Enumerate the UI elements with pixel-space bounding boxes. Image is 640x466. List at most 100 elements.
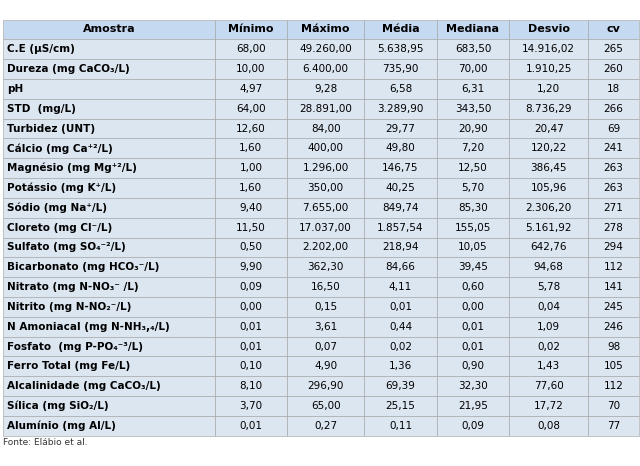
Text: 343,50: 343,50 xyxy=(455,104,491,114)
Text: Média: Média xyxy=(381,25,419,34)
FancyBboxPatch shape xyxy=(436,119,509,138)
Text: C.E (μS/cm): C.E (μS/cm) xyxy=(7,44,75,55)
FancyBboxPatch shape xyxy=(3,297,214,317)
Text: 294: 294 xyxy=(604,242,623,253)
Text: 1,60: 1,60 xyxy=(239,144,262,153)
FancyBboxPatch shape xyxy=(364,138,436,158)
FancyBboxPatch shape xyxy=(287,59,364,79)
FancyBboxPatch shape xyxy=(287,416,364,436)
Text: Fonte: Elábio et al.: Fonte: Elábio et al. xyxy=(3,438,88,447)
FancyBboxPatch shape xyxy=(3,376,214,396)
Text: 642,76: 642,76 xyxy=(531,242,567,253)
Text: 245: 245 xyxy=(604,302,623,312)
FancyBboxPatch shape xyxy=(509,40,588,59)
FancyBboxPatch shape xyxy=(436,40,509,59)
FancyBboxPatch shape xyxy=(588,277,639,297)
Text: 296,90: 296,90 xyxy=(307,381,344,391)
Text: 0,00: 0,00 xyxy=(461,302,484,312)
FancyBboxPatch shape xyxy=(214,297,287,317)
Text: 1,20: 1,20 xyxy=(537,84,561,94)
FancyBboxPatch shape xyxy=(287,178,364,198)
Text: 6.400,00: 6.400,00 xyxy=(303,64,349,74)
FancyBboxPatch shape xyxy=(214,218,287,238)
Text: 65,00: 65,00 xyxy=(311,401,340,411)
FancyBboxPatch shape xyxy=(436,356,509,376)
FancyBboxPatch shape xyxy=(3,277,214,297)
FancyBboxPatch shape xyxy=(509,396,588,416)
FancyBboxPatch shape xyxy=(214,99,287,119)
Text: 0,11: 0,11 xyxy=(389,421,412,431)
FancyBboxPatch shape xyxy=(214,119,287,138)
FancyBboxPatch shape xyxy=(509,119,588,138)
FancyBboxPatch shape xyxy=(287,40,364,59)
FancyBboxPatch shape xyxy=(436,138,509,158)
Text: N Amoniacal (mg N-NH₃,₄/L): N Amoniacal (mg N-NH₃,₄/L) xyxy=(7,322,170,332)
Text: 1.910,25: 1.910,25 xyxy=(525,64,572,74)
FancyBboxPatch shape xyxy=(588,198,639,218)
FancyBboxPatch shape xyxy=(3,336,214,356)
Text: 8.736,29: 8.736,29 xyxy=(525,104,572,114)
FancyBboxPatch shape xyxy=(588,99,639,119)
Text: 112: 112 xyxy=(604,381,623,391)
FancyBboxPatch shape xyxy=(436,297,509,317)
Text: 260: 260 xyxy=(604,64,623,74)
Text: 120,22: 120,22 xyxy=(531,144,567,153)
Text: 9,28: 9,28 xyxy=(314,84,337,94)
Text: 1,00: 1,00 xyxy=(239,163,262,173)
FancyBboxPatch shape xyxy=(436,158,509,178)
Text: Nitrato (mg N-NO₃⁻ /L): Nitrato (mg N-NO₃⁻ /L) xyxy=(7,282,139,292)
Text: 0,50: 0,50 xyxy=(239,242,262,253)
Text: 735,90: 735,90 xyxy=(382,64,419,74)
FancyBboxPatch shape xyxy=(364,396,436,416)
FancyBboxPatch shape xyxy=(364,59,436,79)
FancyBboxPatch shape xyxy=(214,277,287,297)
Text: 98: 98 xyxy=(607,342,620,351)
Text: 0,01: 0,01 xyxy=(239,421,262,431)
Text: 4,97: 4,97 xyxy=(239,84,262,94)
Text: 28.891,00: 28.891,00 xyxy=(300,104,352,114)
FancyBboxPatch shape xyxy=(364,317,436,336)
FancyBboxPatch shape xyxy=(509,336,588,356)
FancyBboxPatch shape xyxy=(214,317,287,336)
FancyBboxPatch shape xyxy=(214,257,287,277)
Text: 5.161,92: 5.161,92 xyxy=(525,223,572,233)
Text: Sílica (mg SiO₂/L): Sílica (mg SiO₂/L) xyxy=(7,401,109,411)
FancyBboxPatch shape xyxy=(364,416,436,436)
FancyBboxPatch shape xyxy=(214,20,287,40)
FancyBboxPatch shape xyxy=(509,297,588,317)
FancyBboxPatch shape xyxy=(214,356,287,376)
Text: 1.296,00: 1.296,00 xyxy=(303,163,349,173)
FancyBboxPatch shape xyxy=(3,59,214,79)
Text: 1,43: 1,43 xyxy=(537,361,561,371)
Text: Magnésio (mg Mg⁺²/L): Magnésio (mg Mg⁺²/L) xyxy=(7,163,137,173)
FancyBboxPatch shape xyxy=(509,277,588,297)
Text: 0,02: 0,02 xyxy=(538,342,560,351)
FancyBboxPatch shape xyxy=(287,119,364,138)
FancyBboxPatch shape xyxy=(364,238,436,257)
FancyBboxPatch shape xyxy=(509,20,588,40)
FancyBboxPatch shape xyxy=(436,277,509,297)
FancyBboxPatch shape xyxy=(364,178,436,198)
Text: 0,90: 0,90 xyxy=(461,361,484,371)
FancyBboxPatch shape xyxy=(588,119,639,138)
FancyBboxPatch shape xyxy=(364,297,436,317)
FancyBboxPatch shape xyxy=(364,99,436,119)
Text: 112: 112 xyxy=(604,262,623,272)
FancyBboxPatch shape xyxy=(509,257,588,277)
FancyBboxPatch shape xyxy=(509,99,588,119)
Text: 77: 77 xyxy=(607,421,620,431)
FancyBboxPatch shape xyxy=(509,138,588,158)
Text: 386,45: 386,45 xyxy=(531,163,567,173)
FancyBboxPatch shape xyxy=(287,198,364,218)
Text: 5.638,95: 5.638,95 xyxy=(377,44,424,55)
Text: 246: 246 xyxy=(604,322,623,332)
FancyBboxPatch shape xyxy=(509,317,588,336)
Text: 10,05: 10,05 xyxy=(458,242,488,253)
Text: 32,30: 32,30 xyxy=(458,381,488,391)
Text: 0,01: 0,01 xyxy=(239,342,262,351)
Text: 0,01: 0,01 xyxy=(461,322,484,332)
Text: 263: 263 xyxy=(604,183,623,193)
FancyBboxPatch shape xyxy=(3,257,214,277)
FancyBboxPatch shape xyxy=(509,238,588,257)
Text: Desvio: Desvio xyxy=(528,25,570,34)
